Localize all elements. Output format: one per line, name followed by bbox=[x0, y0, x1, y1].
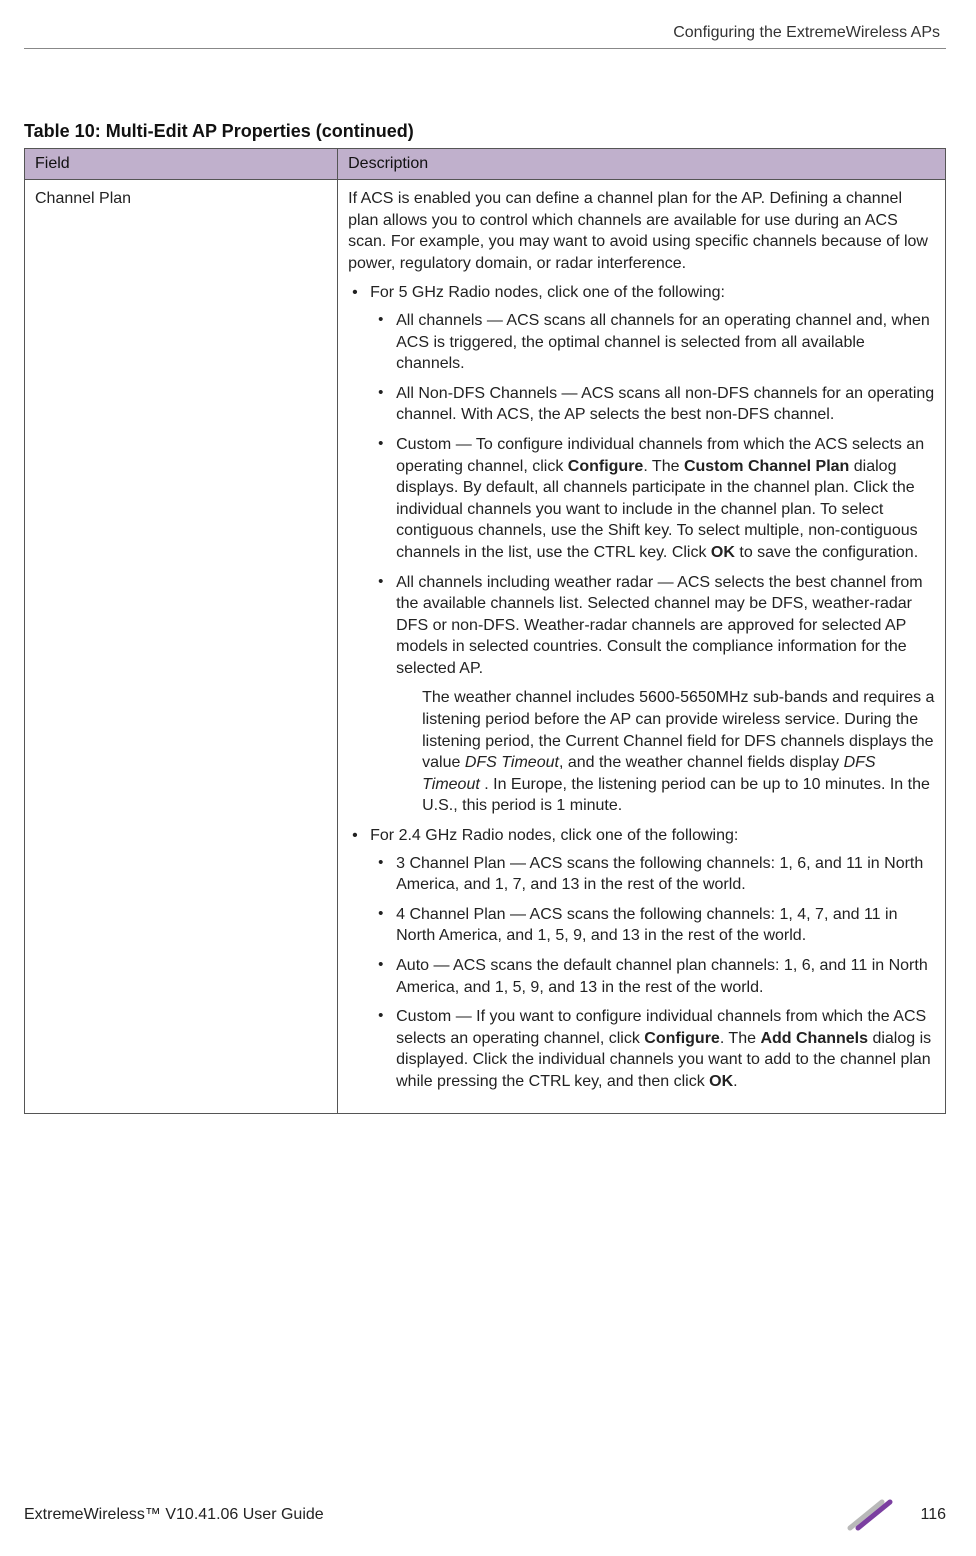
item-all-channels: All channels — ACS scans all channels fo… bbox=[370, 310, 935, 375]
weather-note: The weather channel includes 5600-5650MH… bbox=[396, 687, 935, 817]
custom24-dialog: Add Channels bbox=[760, 1030, 868, 1047]
item-3chan: 3 Channel Plan — ACS scans the following… bbox=[370, 853, 935, 896]
lead-24ghz: For 2.4 GHz Radio nodes, click one of th… bbox=[370, 827, 738, 844]
desc-intro: If ACS is enabled you can define a chann… bbox=[348, 188, 935, 274]
list-5ghz-inner: All channels — ACS scans all channels fo… bbox=[370, 310, 935, 817]
note-dfs1: DFS Timeout bbox=[465, 754, 559, 771]
custom5-ok: OK bbox=[711, 544, 735, 561]
table-row: Channel Plan If ACS is enabled you can d… bbox=[25, 180, 946, 1114]
custom24-configure: Configure bbox=[644, 1030, 720, 1047]
custom5-configure: Configure bbox=[568, 458, 644, 475]
list-item-24ghz: For 2.4 GHz Radio nodes, click one of th… bbox=[348, 825, 935, 1093]
cell-field: Channel Plan bbox=[25, 180, 338, 1114]
page-footer: ExtremeWireless™ V10.41.06 User Guide 11… bbox=[24, 1498, 946, 1532]
list-item-5ghz: For 5 GHz Radio nodes, click one of the … bbox=[348, 282, 935, 817]
header-rule bbox=[24, 48, 946, 49]
item-custom-5ghz: Custom — To configure individual channel… bbox=[370, 434, 935, 564]
col-header-field: Field bbox=[25, 149, 338, 180]
cell-description: If ACS is enabled you can define a chann… bbox=[338, 180, 946, 1114]
item-nondfs: All Non-DFS Channels — ACS scans all non… bbox=[370, 383, 935, 426]
lead-5ghz: For 5 GHz Radio nodes, click one of the … bbox=[370, 284, 725, 301]
desc-list-outer: For 5 GHz Radio nodes, click one of the … bbox=[348, 282, 935, 1092]
item-weather: All channels including weather radar — A… bbox=[370, 572, 935, 818]
item-4chan: 4 Channel Plan — ACS scans the following… bbox=[370, 904, 935, 947]
properties-table: Field Description Channel Plan If ACS is… bbox=[24, 148, 946, 1114]
custom24-ok: OK bbox=[709, 1073, 733, 1090]
custom5-mid1: . The bbox=[643, 458, 684, 475]
item-custom-24ghz: Custom — If you want to configure indivi… bbox=[370, 1006, 935, 1092]
table-caption: Table 10: Multi-Edit AP Properties (cont… bbox=[24, 121, 946, 142]
list-24ghz-inner: 3 Channel Plan — ACS scans the following… bbox=[370, 853, 935, 1093]
weather-text: All channels including weather radar — A… bbox=[396, 574, 923, 677]
footer-right: 116 bbox=[840, 1498, 946, 1532]
note-mid: , and the weather channel fields display bbox=[559, 754, 844, 771]
table-header-row: Field Description bbox=[25, 149, 946, 180]
footer-slash-icon bbox=[840, 1498, 896, 1532]
running-header: Configuring the ExtremeWireless APs bbox=[24, 20, 946, 46]
custom5-plan: Custom Channel Plan bbox=[684, 458, 849, 475]
col-header-description: Description bbox=[338, 149, 946, 180]
footer-left: ExtremeWireless™ V10.41.06 User Guide bbox=[24, 1506, 324, 1524]
custom5-post: to save the configuration. bbox=[735, 544, 918, 561]
page-number: 116 bbox=[918, 1506, 946, 1524]
note-post: . In Europe, the listening period can be… bbox=[422, 776, 930, 815]
custom24-mid1: . The bbox=[720, 1030, 761, 1047]
item-auto: Auto — ACS scans the default channel pla… bbox=[370, 955, 935, 998]
custom24-post: . bbox=[733, 1073, 737, 1090]
